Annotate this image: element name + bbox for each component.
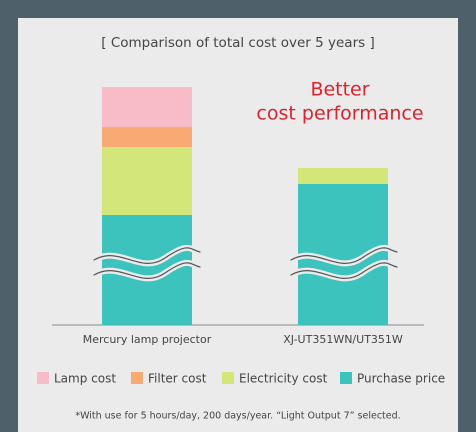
legend-label: Electricity cost [239,372,328,386]
legend-label: Lamp cost [54,372,116,386]
bar-segment [102,147,192,215]
legend-label: Purchase price [357,372,445,386]
x-tick-label: Mercury lamp projector [83,333,212,346]
footnote: *With use for 5 hours/day, 200 days/year… [75,411,400,422]
bar-segment [102,127,192,147]
panel [18,18,458,432]
axis-break [91,244,400,282]
legend-swatch [222,372,234,384]
legend-swatch [340,372,352,384]
bar-segment [298,168,388,184]
legend-swatch [37,372,49,384]
annotation: cost performance [256,103,423,125]
annotation: Better [310,79,369,101]
legend-swatch [131,372,143,384]
bar-segment [102,87,192,127]
x-tick-label: XJ-UT351WN/UT351W [283,333,403,346]
legend-label: Filter cost [148,372,207,386]
chart-title: [ Comparison of total cost over 5 years … [101,35,374,51]
